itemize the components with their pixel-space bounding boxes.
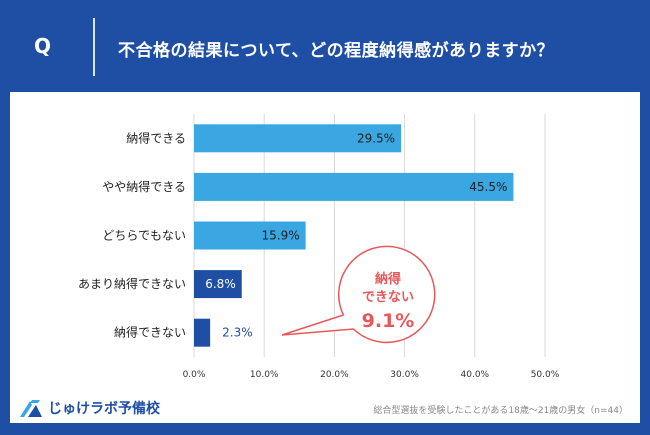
footnote: 総合型選抜を受験したことがある18歳～21歳の男女（n=44） (373, 406, 628, 416)
bar (194, 124, 402, 153)
bar (194, 221, 306, 250)
header-divider (93, 18, 95, 76)
chart-panel: 0.0% 10.0% 20.0% 30.0% 40.0% 50.0% 納得できる 29.5% や… (10, 92, 640, 423)
bar (194, 270, 242, 299)
bar (194, 318, 211, 347)
category-label: やや納得できる (102, 179, 186, 194)
logo-text: じゅけラボ予備校 (48, 401, 160, 417)
bar-chart: 0.0% 10.0% 20.0% 30.0% 40.0% 50.0% 納得できる 29.5% や… (78, 114, 560, 380)
category-label: あまり納得できない (78, 276, 186, 291)
x-tick-label: 30.0% (390, 370, 419, 380)
callout-bubble (281, 245, 436, 344)
callout-line2: できない (362, 290, 414, 305)
value-label: 29.5% (357, 131, 395, 145)
question-mark-label: Q (34, 34, 52, 58)
value-label: 45.5% (469, 180, 507, 194)
bar (194, 172, 514, 201)
category-label: 納得できる (126, 130, 186, 145)
x-tick-label: 50.0% (531, 370, 560, 380)
x-tick-label: 40.0% (461, 370, 490, 380)
value-label: 15.9% (261, 229, 299, 243)
category-label: どちらでもない (102, 229, 186, 243)
callout-line1: 納得 (375, 271, 401, 287)
category-label: 納得できない (114, 325, 186, 340)
x-tick-label: 0.0% (183, 370, 206, 380)
x-tick-label: 10.0% (250, 370, 279, 380)
callout-value: 9.1% (362, 310, 415, 332)
question-title: 不合格の結果について、どの程度納得感がありますか？ (118, 41, 555, 61)
logo-mark-icon (20, 400, 42, 417)
logo: じゅけラボ予備校 (18, 395, 160, 421)
x-tick-label: 20.0% (320, 370, 349, 380)
value-label: 2.3% (222, 326, 253, 340)
value-label: 6.8% (205, 277, 236, 291)
header: Q 不合格の結果について、どの程度納得感がありますか？ (0, 0, 650, 92)
